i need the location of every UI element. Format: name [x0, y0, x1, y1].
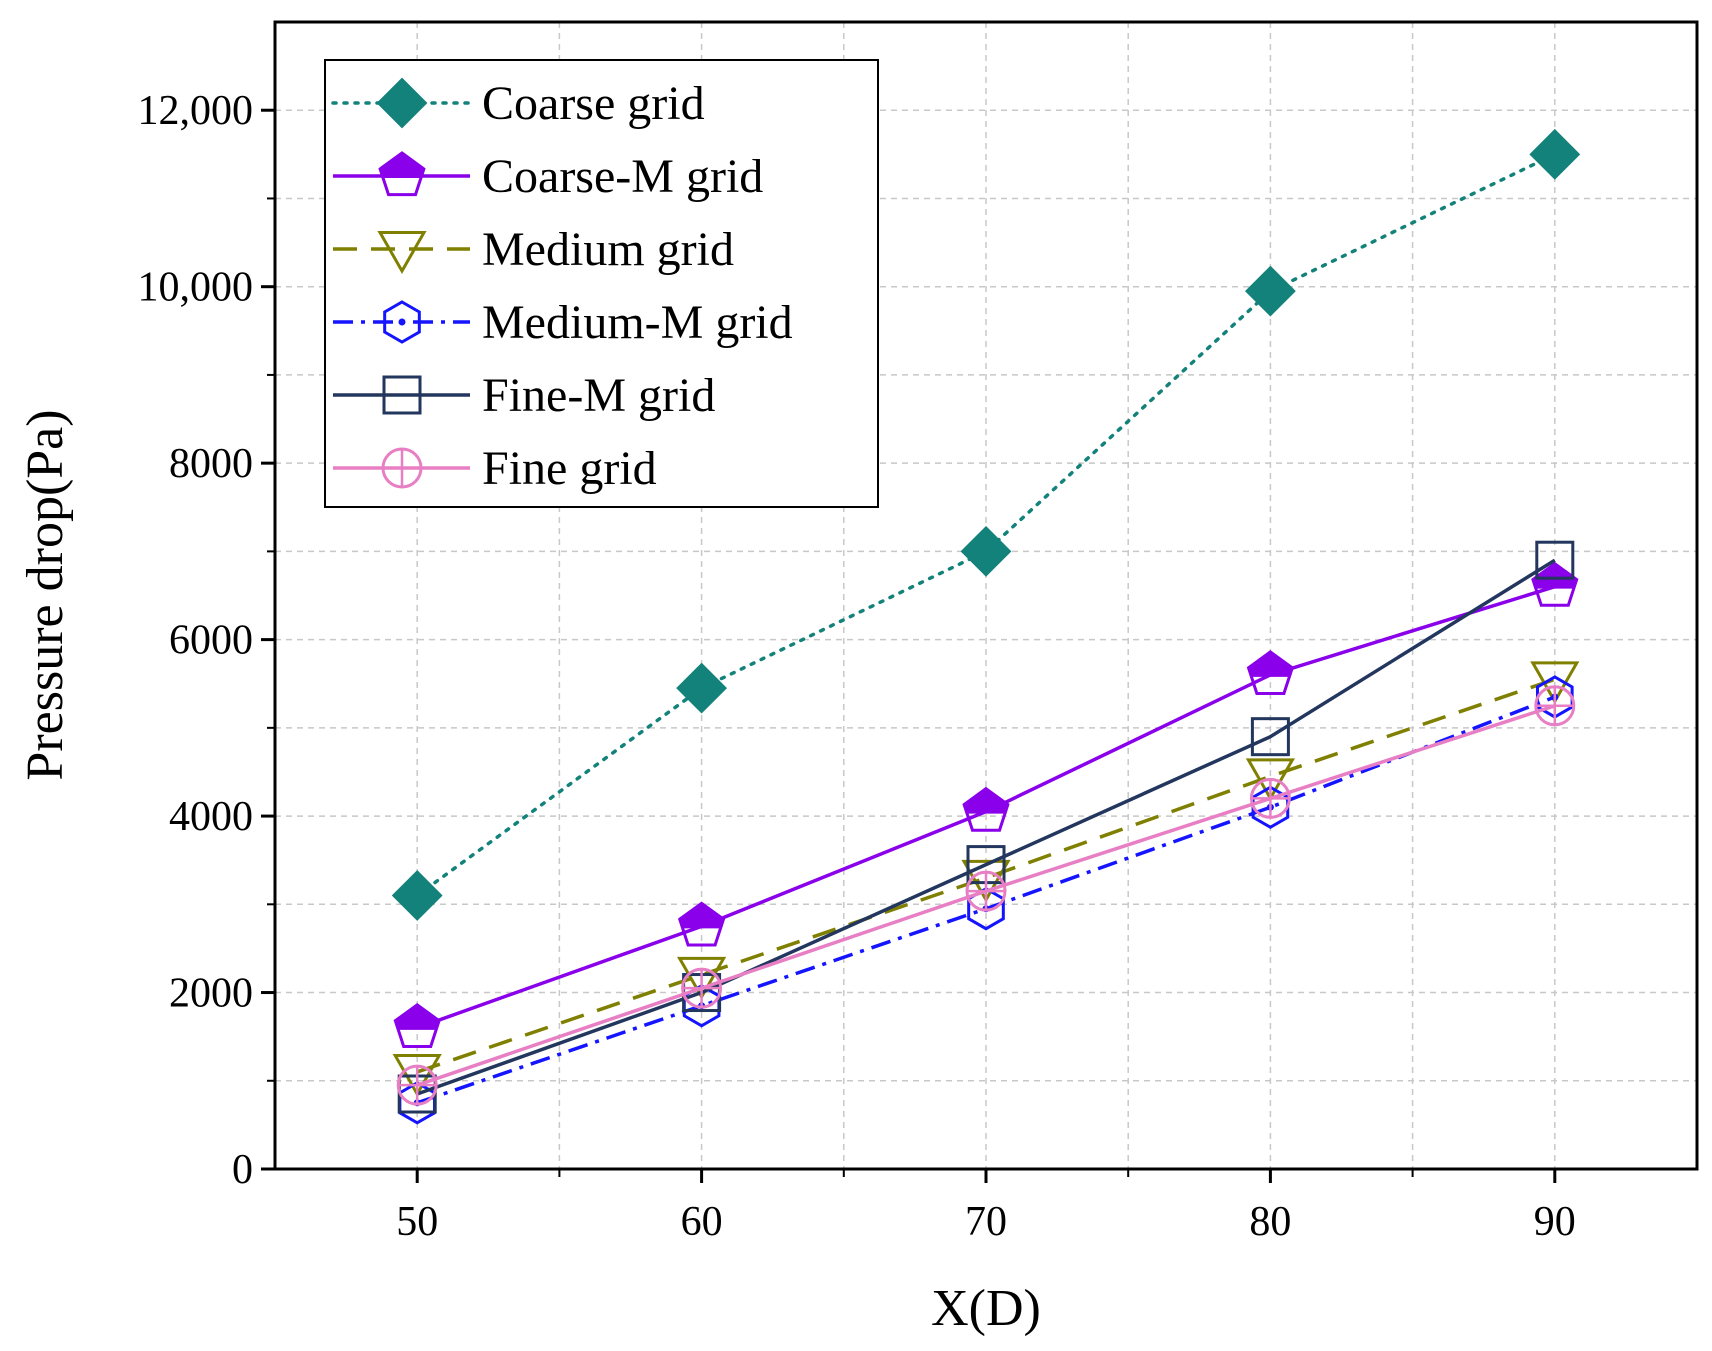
- data-point-marker: [960, 525, 1012, 577]
- y-tick-label: 6000: [169, 618, 253, 664]
- y-tick-label: 12,000: [138, 88, 254, 134]
- legend-item: Fine-M grid: [333, 369, 715, 422]
- pentagon-fill: [1248, 651, 1293, 677]
- data-point-marker: [1246, 650, 1295, 696]
- legend-item: Medium-M grid: [333, 296, 793, 349]
- pentagon-fill: [679, 903, 724, 929]
- legend-item: Fine grid: [333, 442, 657, 495]
- data-point-marker: [396, 1064, 438, 1106]
- x-tick-label: 90: [1534, 1199, 1576, 1245]
- triangle-marker: [1245, 758, 1295, 802]
- data-point-marker: [677, 956, 727, 1000]
- series-line: [416, 558, 1556, 1096]
- legend-item: Medium grid: [333, 223, 734, 276]
- axis-ticks: 50 60 70 80 90 0 2000 4000 6000 8000 10,000 12,000: [138, 88, 1576, 1245]
- data-point-marker: [962, 786, 1010, 832]
- pentagon-outline: [677, 901, 726, 947]
- pentagon-outline: [393, 1002, 441, 1048]
- data-point-marker: [1250, 717, 1290, 757]
- pentagon-fill: [395, 1004, 440, 1030]
- diamond-marker: [960, 525, 1012, 577]
- hexagon-marker: [383, 300, 421, 344]
- data-point-marker: [965, 870, 1007, 912]
- y-tick-label: 8000: [169, 441, 253, 487]
- x-tick-label: 50: [396, 1199, 438, 1245]
- square-marker: [1250, 717, 1290, 757]
- legend-label: Medium grid: [482, 223, 734, 276]
- data-point-marker: [382, 375, 422, 415]
- pentagon-fill: [380, 153, 424, 178]
- data-point-marker: [391, 870, 443, 921]
- triangle-marker: [377, 231, 427, 275]
- diamond-marker: [1244, 265, 1296, 317]
- legend-box: [324, 59, 879, 508]
- legend: Coarse grid Coarse-M grid Medium grid Mediu…: [324, 59, 879, 508]
- x-axis-title: X(D): [931, 1280, 1041, 1337]
- data-point-marker: [1245, 758, 1295, 802]
- data-point-marker: [377, 231, 427, 275]
- pentagon-fill: [964, 788, 1008, 814]
- diamond-marker: [391, 870, 443, 921]
- series-line: [416, 677, 1556, 1074]
- square-marker: [382, 375, 422, 415]
- data-point-marker: [676, 662, 728, 714]
- y-tick-label: 4000: [169, 794, 253, 840]
- square-marker: [1535, 540, 1575, 580]
- series-line: [415, 152, 1557, 898]
- data-point-marker: [681, 967, 723, 1009]
- pentagon-outline: [962, 786, 1010, 832]
- data-point-marker: [1529, 128, 1581, 180]
- series-coarse-m-grid: [393, 561, 1579, 1048]
- data-point-marker: [378, 151, 426, 197]
- pentagon-outline: [378, 151, 426, 197]
- series-coarse-grid: [391, 128, 1581, 921]
- data-point-marker: [677, 901, 726, 947]
- triangle-marker: [677, 956, 727, 1000]
- y-tick-label: 10,000: [138, 265, 254, 311]
- data-point-marker: [1244, 265, 1296, 317]
- diamond-marker: [1529, 128, 1581, 180]
- diamond-marker: [376, 77, 428, 129]
- legend-label: Fine grid: [482, 442, 657, 495]
- data-point-marker: [961, 859, 1011, 903]
- pentagon-fill: [1532, 563, 1577, 589]
- x-tick-label: 70: [965, 1199, 1007, 1245]
- data-point-marker: [393, 1002, 441, 1048]
- data-point-marker: [381, 447, 423, 489]
- legend-label: Medium-M grid: [482, 296, 793, 349]
- y-axis-title: Pressure drop(Pa): [17, 409, 74, 780]
- y-tick-label: 2000: [169, 971, 253, 1017]
- triangle-marker: [961, 859, 1011, 903]
- legend-label: Coarse-M grid: [482, 150, 763, 203]
- diamond-marker: [676, 662, 728, 714]
- data-point-marker: [1535, 540, 1575, 580]
- legend-item: Coarse grid: [331, 77, 705, 130]
- legend-label: Coarse grid: [482, 77, 705, 130]
- data-point-marker: [1534, 685, 1576, 727]
- hexagon-center-dot: [398, 318, 406, 326]
- y-tick-label: 0: [232, 1147, 253, 1193]
- data-point-marker: [1249, 777, 1291, 819]
- legend-label: Fine-M grid: [482, 369, 715, 422]
- legend-item: Coarse-M grid: [333, 150, 763, 203]
- data-point-marker: [376, 77, 428, 129]
- x-tick-label: 80: [1249, 1199, 1291, 1245]
- pentagon-outline: [1246, 650, 1295, 696]
- series-fine-grid: [396, 685, 1576, 1106]
- series-layer: [391, 128, 1581, 1125]
- data-point-marker: [383, 300, 421, 344]
- x-tick-label: 60: [681, 1199, 723, 1245]
